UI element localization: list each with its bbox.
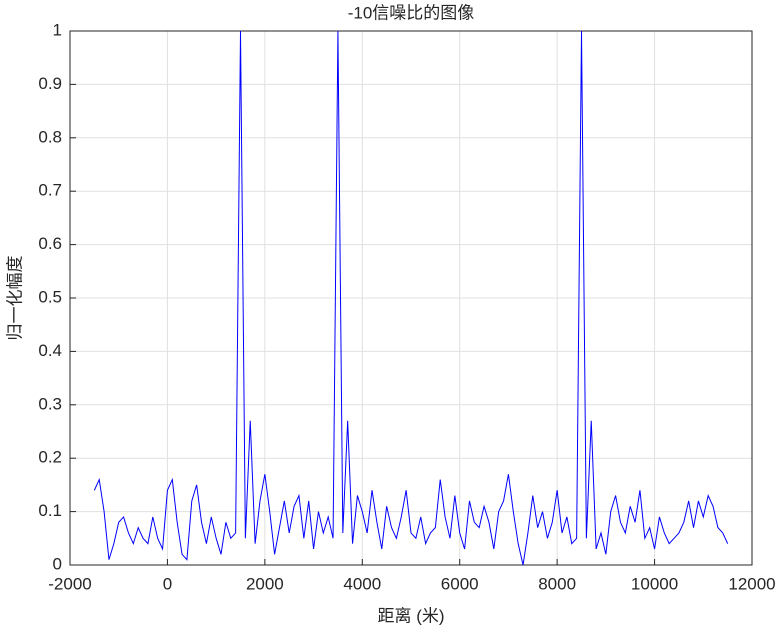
x-tick-label: 4000 — [343, 574, 381, 593]
y-axis-label: 归一化幅度 — [5, 256, 24, 341]
y-tick-label: 0.3 — [38, 394, 62, 413]
x-tick-label: 10000 — [631, 574, 678, 593]
y-tick-label: 0.1 — [38, 501, 62, 520]
x-tick-label: -2000 — [48, 574, 91, 593]
y-tick-label: 0.4 — [38, 341, 62, 360]
x-axis-label: 距离 (米) — [377, 606, 444, 625]
y-tick-label: 0.6 — [38, 234, 62, 253]
data-line — [93, 30, 729, 566]
chart-title: -10信噪比的图像 — [348, 3, 475, 22]
y-tick-label: 0 — [53, 554, 62, 573]
y-tick-label: 0.2 — [38, 448, 62, 467]
x-tick-label: 2000 — [246, 574, 284, 593]
y-tick-label: 0.7 — [38, 181, 62, 200]
x-tick-label: 8000 — [538, 574, 576, 593]
y-tick-label: 0.8 — [38, 127, 62, 146]
x-tick-label: 12000 — [728, 574, 775, 593]
axes-box — [69, 30, 753, 566]
y-tick-label: 0.9 — [38, 74, 62, 93]
x-tick-label: 0 — [163, 574, 172, 593]
y-tick-label: 1 — [53, 20, 62, 39]
x-tick-label: 6000 — [441, 574, 479, 593]
y-tick-label: 0.5 — [38, 287, 62, 306]
